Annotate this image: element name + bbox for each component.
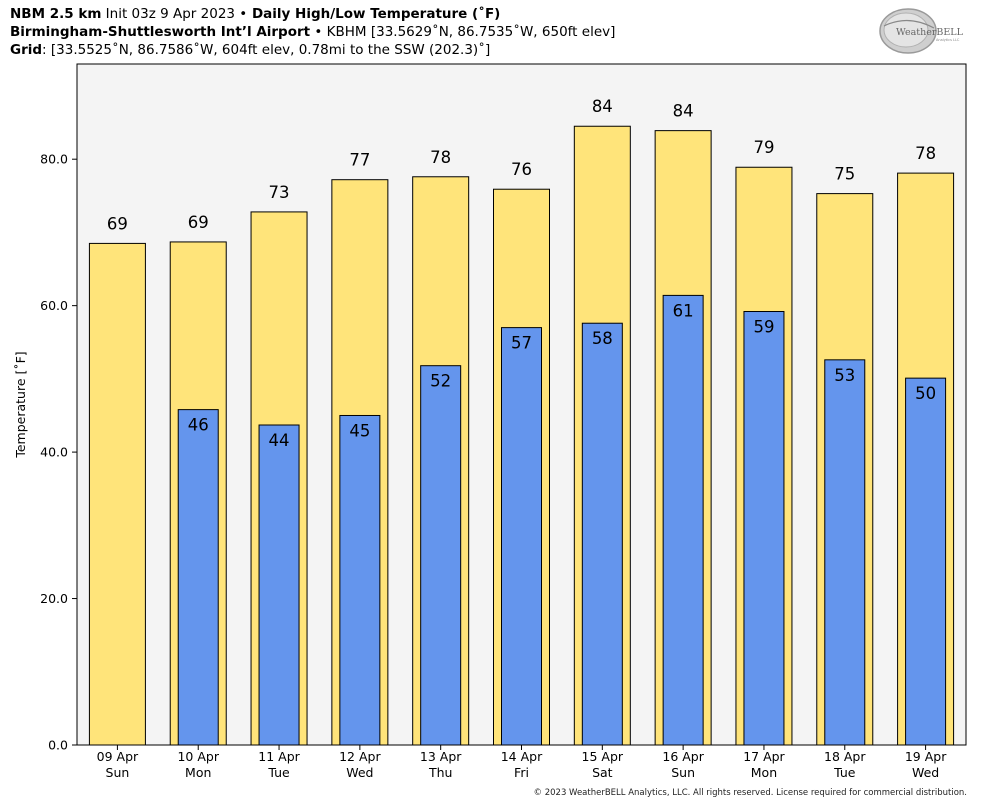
low-temp-label: 44 xyxy=(269,431,290,450)
high-temp-label: 69 xyxy=(107,214,128,233)
high-temp-label: 77 xyxy=(349,151,370,170)
x-tick-date: 18 Apr xyxy=(824,749,866,764)
x-tick-day: Sun xyxy=(671,765,695,780)
low-temp-label: 59 xyxy=(753,318,774,337)
x-tick-date: 15 Apr xyxy=(582,749,624,764)
low-temp-label: 46 xyxy=(188,416,209,435)
y-tick-label: 60.0 xyxy=(40,298,68,313)
x-tick-day: Sun xyxy=(106,765,130,780)
x-tick-date: 13 Apr xyxy=(420,749,462,764)
high-temp-label: 78 xyxy=(915,144,936,163)
x-tick-day: Mon xyxy=(751,765,777,780)
x-tick-date: 17 Apr xyxy=(743,749,785,764)
bullet-separator: • xyxy=(239,6,248,22)
y-axis-label: Temperature [˚F] xyxy=(13,351,28,458)
chart-title: Daily High/Low Temperature (˚F) xyxy=(247,6,501,22)
low-temp-bar xyxy=(743,311,785,746)
x-tick-day: Tue xyxy=(833,765,856,780)
high-temp-label: 78 xyxy=(430,148,451,167)
init-time: Init 03z 9 Apr 2023 xyxy=(101,6,240,22)
low-temp-bar xyxy=(662,294,704,746)
high-temp-label: 76 xyxy=(511,160,532,179)
high-temp-label: 84 xyxy=(592,97,613,116)
y-tick-label: 40.0 xyxy=(40,445,68,460)
station-name: Birmingham-Shuttlesworth Int’l Airport xyxy=(10,24,311,40)
x-tick-day: Wed xyxy=(912,765,939,780)
x-tick-day: Sat xyxy=(592,765,613,780)
x-tick-date: 10 Apr xyxy=(177,749,219,764)
low-temp-label: 50 xyxy=(915,384,936,403)
x-tick-date: 11 Apr xyxy=(258,749,300,764)
high-temp-label: 75 xyxy=(834,165,855,184)
x-tick-date: 12 Apr xyxy=(339,749,381,764)
x-tick-day: Wed xyxy=(346,765,373,780)
low-temp-bar xyxy=(824,359,866,746)
y-tick-label: 0.0 xyxy=(48,738,68,753)
x-tick-day: Thu xyxy=(428,765,452,780)
x-tick-day: Mon xyxy=(185,765,211,780)
x-tick-date: 19 Apr xyxy=(905,749,947,764)
model-name: NBM 2.5 km xyxy=(10,6,102,22)
high-temp-label: 69 xyxy=(188,213,209,232)
header-line-model: NBM 2.5 km Init 03z 9 Apr 2023 • Daily H… xyxy=(10,5,500,23)
low-temp-label: 58 xyxy=(592,329,613,348)
low-temp-label: 61 xyxy=(673,301,694,320)
y-tick-label: 20.0 xyxy=(40,591,68,606)
copyright-notice: © 2023 WeatherBELL Analytics, LLC. All r… xyxy=(533,788,967,798)
low-temp-bar xyxy=(258,424,300,746)
low-temp-bar xyxy=(339,414,381,746)
low-temp-bar xyxy=(581,322,623,746)
low-temp-label: 57 xyxy=(511,334,532,353)
x-tick-day: Fri xyxy=(514,765,529,780)
weatherbell-logo: WeatherBELL Analytics LLC xyxy=(879,8,964,54)
x-tick-date: 09 Apr xyxy=(97,749,139,764)
station-info: • KBHM [33.5629˚N, 86.7535˚W, 650ft elev… xyxy=(310,24,616,40)
x-tick-date: 14 Apr xyxy=(501,749,543,764)
grid-label: Grid xyxy=(10,42,43,58)
y-tick-label: 80.0 xyxy=(40,152,68,167)
header-line-station: Birmingham-Shuttlesworth Int’l Airport •… xyxy=(10,23,615,41)
x-tick-day: Tue xyxy=(267,765,290,780)
high-temp-label: 84 xyxy=(673,102,694,121)
logo-text: WeatherBELL xyxy=(896,27,964,38)
low-temp-bar xyxy=(420,365,462,746)
low-temp-bar xyxy=(501,327,542,746)
high-temp-bar xyxy=(88,242,146,746)
high-temp-label: 79 xyxy=(753,138,774,157)
high-temp-label: 73 xyxy=(269,183,290,202)
low-temp-bar xyxy=(905,377,947,746)
header-line-grid: Grid: [33.5525˚N, 86.7586˚W, 604ft elev,… xyxy=(10,41,490,59)
low-temp-label: 52 xyxy=(430,372,451,391)
logo-subtext: Analytics LLC xyxy=(936,38,960,42)
low-temp-bar xyxy=(177,409,219,746)
x-tick-date: 16 Apr xyxy=(662,749,704,764)
grid-info: : [33.5525˚N, 86.7586˚W, 604ft elev, 0.7… xyxy=(42,42,491,58)
low-temp-label: 53 xyxy=(834,366,855,385)
low-temp-label: 45 xyxy=(349,421,370,440)
